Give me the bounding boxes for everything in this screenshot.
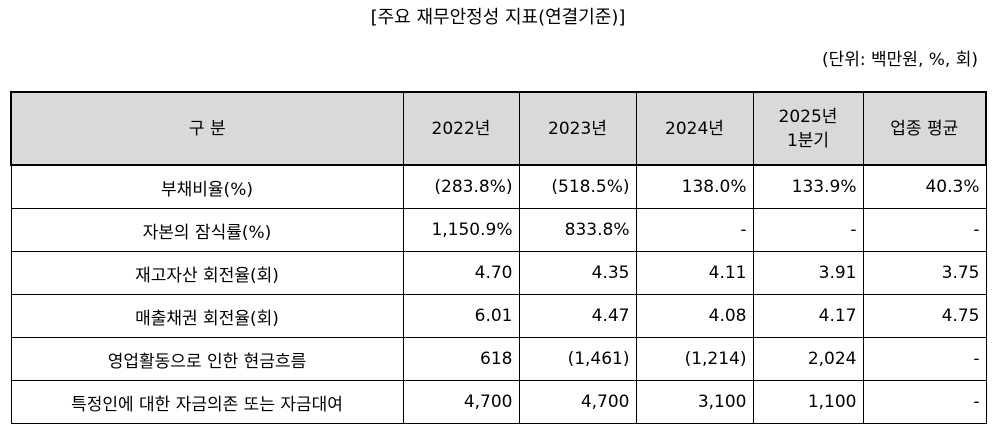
cell-2024: 3,100 bbox=[635, 380, 754, 424]
row-label: 재고자산 회전율(회) bbox=[10, 251, 404, 295]
cell-2022: 618 bbox=[402, 337, 520, 381]
cell-2022: 1,150.9% bbox=[402, 208, 520, 252]
cell-industry-average: 3.75 bbox=[862, 251, 987, 295]
cell-2023: 4.35 bbox=[518, 251, 637, 295]
financial-stability-table: 구 분 2022년 2023년 2024년 2025년 1분기 업종 평균 부채… bbox=[10, 91, 987, 424]
cell-2024: 4.08 bbox=[635, 294, 754, 338]
row-label: 영업활동으로 인한 현금흐름 bbox=[10, 337, 404, 381]
header-2023-label: 2023년 bbox=[548, 118, 607, 139]
table-row: 부채비율(%) (283.8%) (518.5%) 138.0% 133.9% … bbox=[10, 164, 987, 209]
header-2023: 2023년 bbox=[518, 91, 637, 166]
cell-2023: 4,700 bbox=[518, 380, 637, 424]
cell-2023: (1,461) bbox=[518, 337, 637, 381]
cell-2023: (518.5%) bbox=[518, 164, 637, 209]
cell-2024: - bbox=[635, 208, 754, 252]
row-label: 부채비율(%) bbox=[10, 164, 404, 209]
table-row: 영업활동으로 인한 현금흐름 618 (1,461) (1,214) 2,024… bbox=[10, 337, 987, 381]
cell-2023: 833.8% bbox=[518, 208, 637, 252]
cell-2025-q1: - bbox=[752, 208, 864, 252]
cell-industry-average: - bbox=[862, 337, 987, 381]
cell-2024: 4.11 bbox=[635, 251, 754, 295]
cell-industry-average: - bbox=[862, 380, 987, 424]
unit-note: (단위: 백만원, %, 회) bbox=[821, 50, 978, 70]
cell-2024: (1,214) bbox=[635, 337, 754, 381]
table-row: 매출채권 회전율(회) 6.01 4.47 4.08 4.17 4.75 bbox=[10, 294, 987, 338]
cell-industry-average: - bbox=[862, 208, 987, 252]
header-2022: 2022년 bbox=[402, 91, 520, 166]
header-category: 구 분 bbox=[10, 91, 404, 166]
table-row: 재고자산 회전율(회) 4.70 4.35 4.11 3.91 3.75 bbox=[10, 251, 987, 295]
header-2025-quarter: 1분기 bbox=[786, 130, 830, 151]
header-2022-label: 2022년 bbox=[431, 118, 491, 139]
row-label: 매출채권 회전율(회) bbox=[10, 294, 404, 338]
row-label: 특정인에 대한 자금의존 또는 자금대여 bbox=[10, 380, 404, 424]
header-2025-year: 2025년 bbox=[778, 106, 838, 127]
header-row: 구 분 2022년 2023년 2024년 2025년 1분기 업종 평균 bbox=[10, 91, 987, 166]
header-industry-average-label: 업종 평균 bbox=[890, 118, 959, 139]
cell-2022: 6.01 bbox=[402, 294, 520, 338]
table-title: [주요 재무안정성 지표(연결기준)] bbox=[370, 7, 626, 28]
cell-2022: 4,700 bbox=[402, 380, 520, 424]
table-row: 자본의 잠식률(%) 1,150.9% 833.8% - - - bbox=[10, 208, 987, 252]
cell-2025-q1: 133.9% bbox=[752, 164, 864, 209]
header-category-label: 구 분 bbox=[188, 118, 226, 139]
cell-2022: 4.70 bbox=[402, 251, 520, 295]
cell-2025-q1: 4.17 bbox=[752, 294, 864, 338]
cell-industry-average: 40.3% bbox=[862, 164, 987, 209]
cell-industry-average: 4.75 bbox=[862, 294, 987, 338]
header-2024-label: 2024년 bbox=[665, 118, 724, 139]
cell-2025-q1: 3.91 bbox=[752, 251, 864, 295]
header-2025-q1: 2025년 1분기 bbox=[752, 91, 864, 166]
cell-2025-q1: 1,100 bbox=[752, 380, 864, 424]
cell-2025-q1: 2,024 bbox=[752, 337, 864, 381]
header-2024: 2024년 bbox=[635, 91, 754, 166]
cell-2022: (283.8%) bbox=[402, 164, 520, 209]
table-row: 특정인에 대한 자금의존 또는 자금대여 4,700 4,700 3,100 1… bbox=[10, 380, 987, 424]
cell-2024: 138.0% bbox=[635, 164, 754, 209]
row-label: 자본의 잠식률(%) bbox=[10, 208, 404, 252]
cell-2023: 4.47 bbox=[518, 294, 637, 338]
header-industry-average: 업종 평균 bbox=[862, 91, 987, 166]
